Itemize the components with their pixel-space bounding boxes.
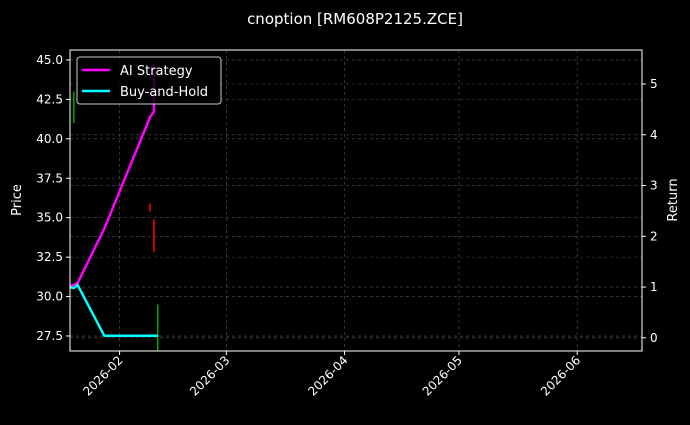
legend-label-buy-and-hold: Buy-and-Hold <box>120 85 208 100</box>
y-axis-label: Price <box>10 184 25 216</box>
series-lines <box>69 63 158 338</box>
x-axis: 2026-02 2026-03 2026-04 2026-05 2026-06 <box>80 351 583 399</box>
y2-tick-label: 0 <box>650 331 658 345</box>
y2-tick-label: 1 <box>650 280 658 294</box>
y-tick-label: 30.0 <box>36 290 63 304</box>
y-axis-left: 27.5 30.0 32.5 35.0 37.5 40.0 42.5 45.0 <box>36 53 70 343</box>
y2-tick-label: 4 <box>650 128 658 142</box>
y2-tick-label: 2 <box>650 229 658 243</box>
y2-tick-label: 5 <box>650 77 658 91</box>
x-tick-label: 2026-04 <box>305 353 350 398</box>
y2-tick-label: 3 <box>650 179 658 193</box>
y-tick-label: 35.0 <box>36 211 63 225</box>
y-tick-label: 45.0 <box>36 53 63 67</box>
x-tick-label: 2026-02 <box>80 353 125 398</box>
y-tick-label: 32.5 <box>36 250 63 264</box>
y-tick-label: 40.0 <box>36 132 63 146</box>
y-tick-label: 37.5 <box>36 171 63 185</box>
grid <box>70 50 642 351</box>
x-tick-label: 2026-06 <box>538 353 583 398</box>
x-tick-label: 2026-03 <box>187 353 232 398</box>
y2-axis-label: Return <box>666 178 681 221</box>
legend-label-ai-strategy: AI Strategy <box>120 64 193 79</box>
series-line-ai-strategy <box>69 63 156 288</box>
chart-title: cnoption [RM608P2125.ZCE] <box>247 10 463 28</box>
y-axis-right: 0 1 2 3 4 5 <box>642 77 658 345</box>
legend: AI Strategy Buy-and-Hold <box>76 56 222 105</box>
series-line-buy-and-hold <box>69 283 158 338</box>
legend-box <box>76 56 222 105</box>
y-tick-label: 42.5 <box>36 92 63 106</box>
candles <box>73 91 159 351</box>
plot-frame <box>69 49 643 352</box>
x-tick-label: 2026-05 <box>420 353 465 398</box>
y-tick-label: 27.5 <box>36 329 63 343</box>
